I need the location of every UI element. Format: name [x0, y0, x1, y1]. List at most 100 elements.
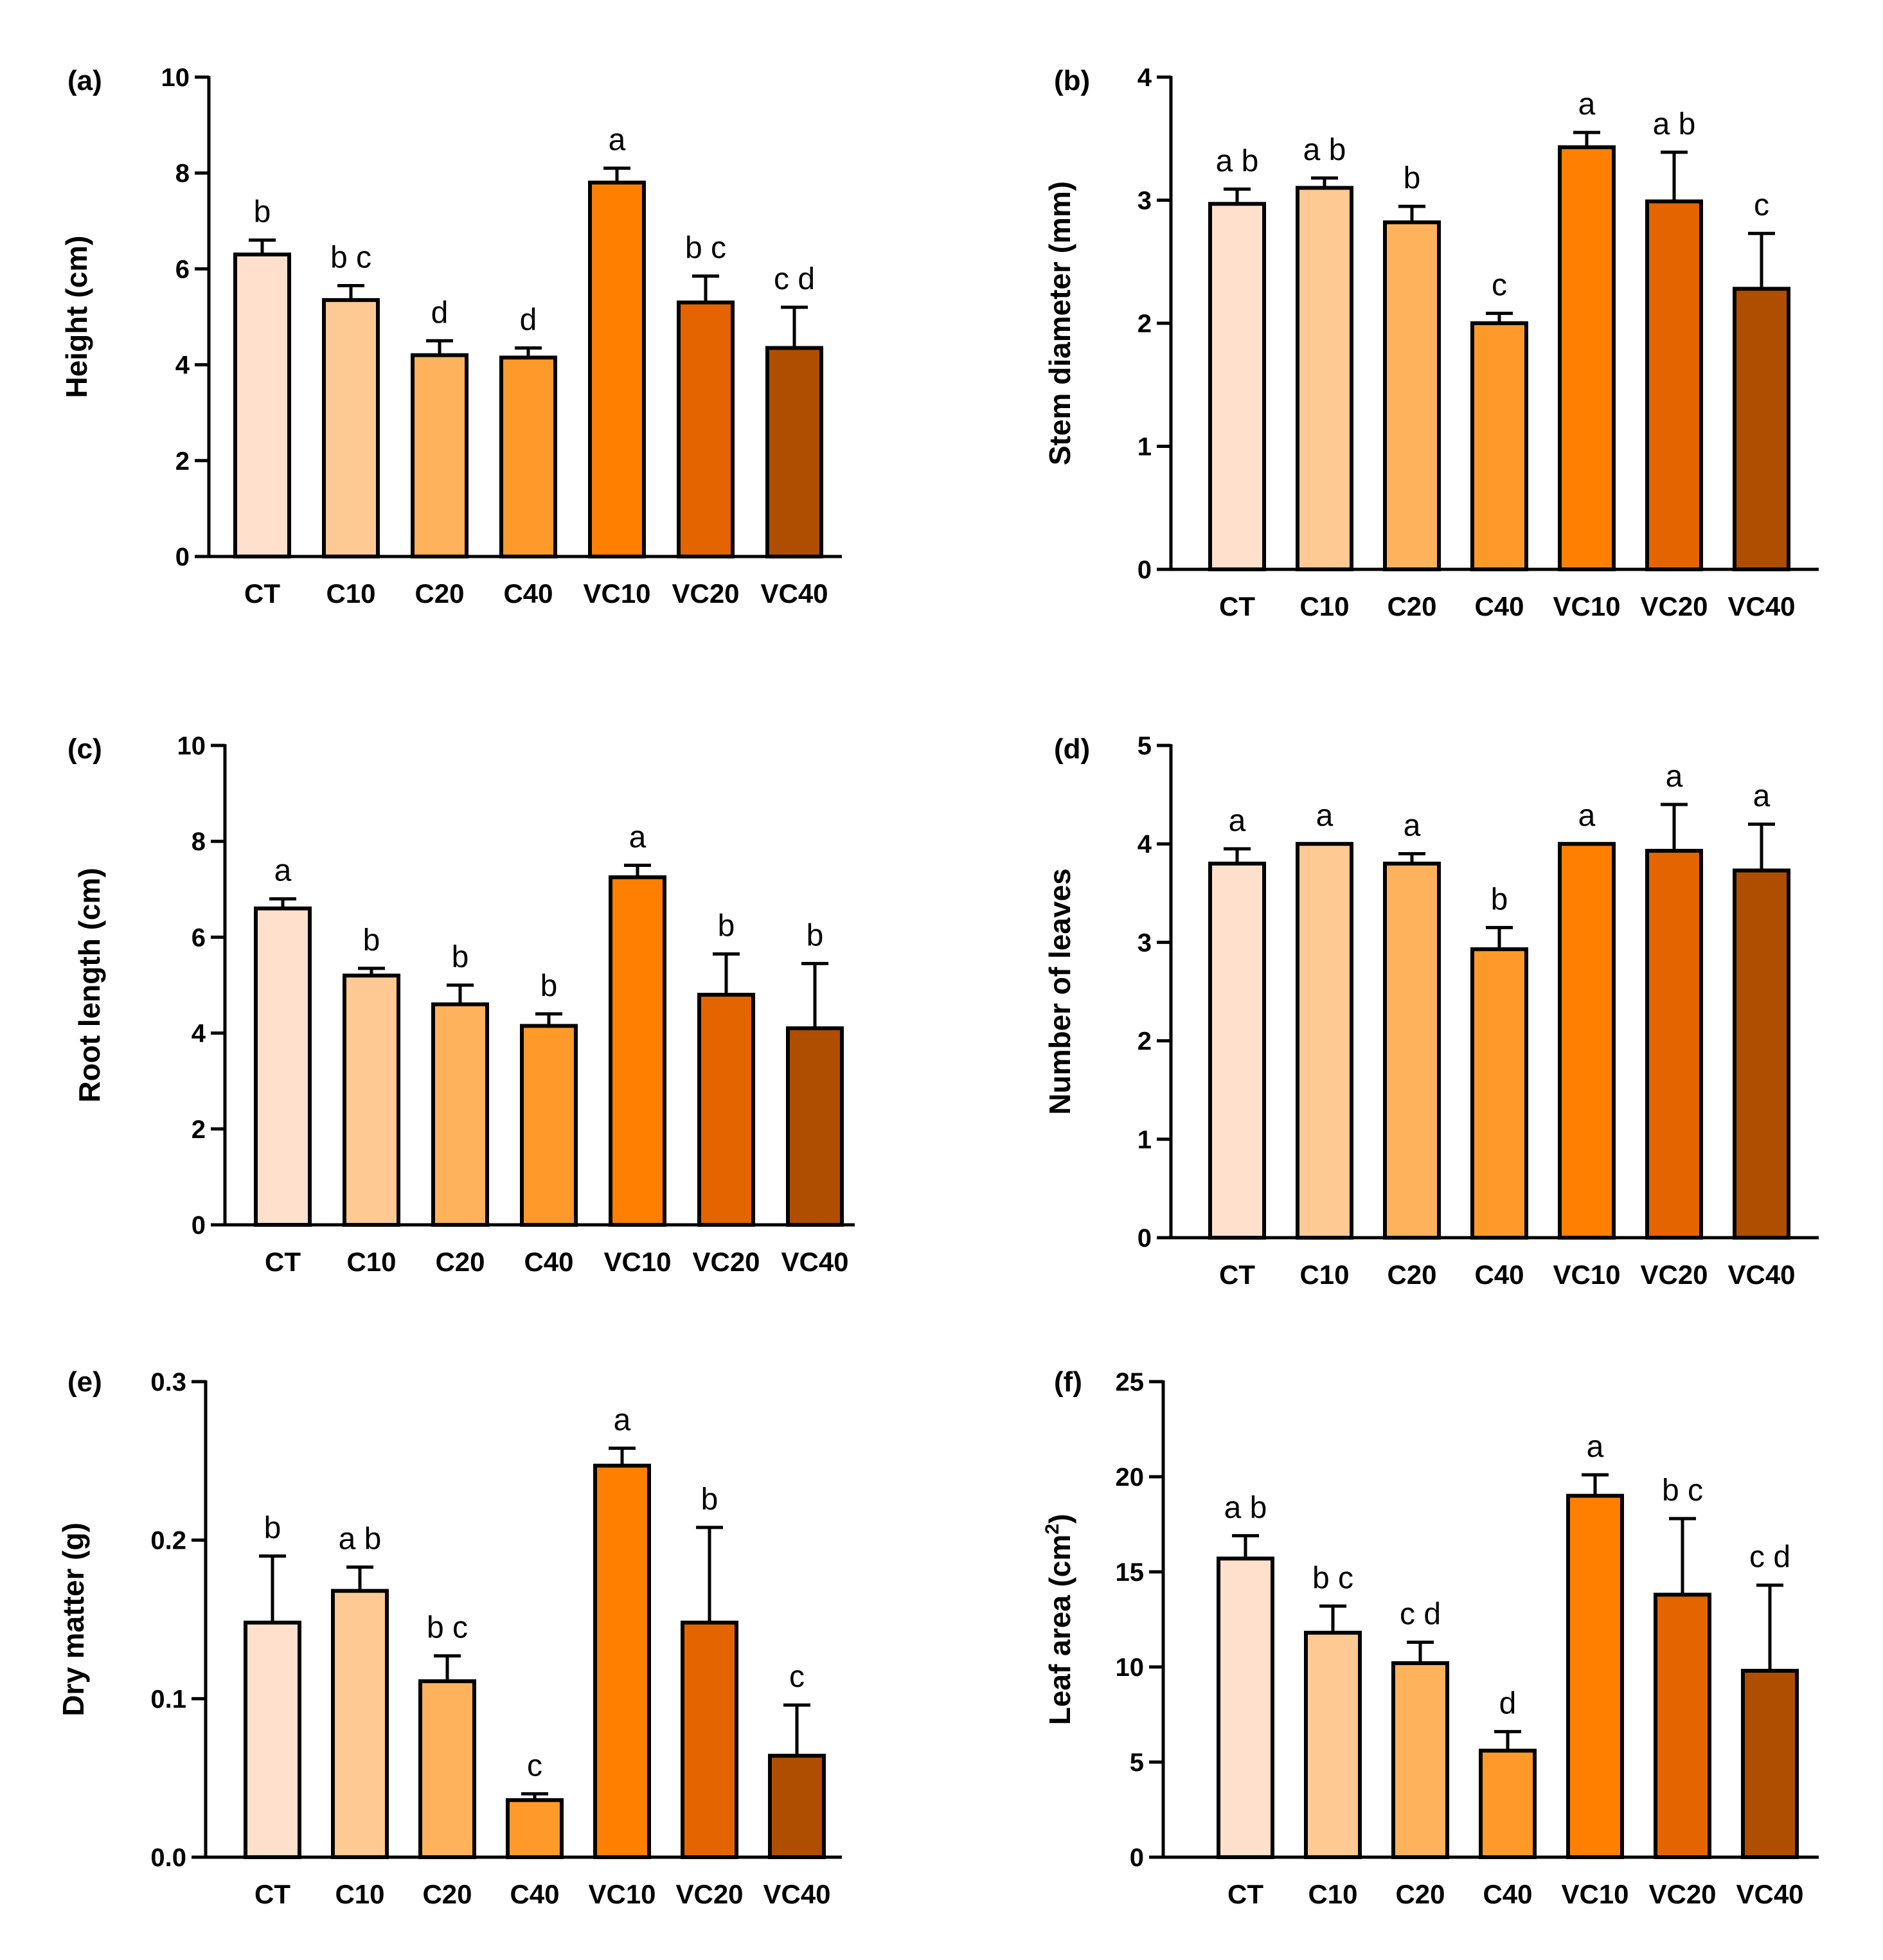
y-tick-label: 3	[1138, 929, 1152, 957]
bar-c10	[1296, 186, 1353, 572]
bar-vc10	[1558, 842, 1616, 1240]
significance-letter: b	[807, 918, 824, 952]
x-tick-label: C40	[510, 1879, 559, 1909]
y-tick-label: 0	[1130, 1844, 1144, 1872]
panel-label: (c)	[67, 733, 102, 765]
y-tick-label: 0.1	[150, 1685, 186, 1713]
bar-ct	[244, 1620, 301, 1860]
x-tick-label: C20	[1387, 1260, 1436, 1290]
x-tick-label: VC20	[692, 1247, 760, 1277]
x-tick-label: VC40	[1736, 1879, 1803, 1909]
x-tick-label: C40	[524, 1247, 573, 1277]
bar-c40	[520, 1024, 578, 1227]
bar-ct	[1217, 1556, 1274, 1860]
y-axis-title: Stem diameter (mm)	[1043, 181, 1076, 465]
y-tick-label: 0.0	[150, 1844, 186, 1872]
significance-letter: c d	[1400, 1598, 1441, 1632]
x-tick-label: VC40	[1727, 591, 1795, 621]
y-tick-label: 2	[175, 447, 190, 476]
significance-letter: a	[1753, 780, 1771, 814]
bar-c20	[1383, 861, 1441, 1240]
x-tick-label: VC20	[672, 578, 739, 609]
panel-d: (d) Number of leaves 0 1 2 3 4 5 a CT a C10 a C20 b C40…	[1043, 732, 1819, 1290]
panel-c: (c) Root length (cm) 0 2 4 6 8 10 a CT b C10 b C20 b C4…	[67, 732, 855, 1277]
significance-letter: b c	[330, 241, 371, 275]
y-tick-label: 0	[192, 1211, 206, 1240]
x-tick-label: C20	[1395, 1879, 1445, 1909]
x-tick-label: C10	[1308, 1879, 1357, 1909]
y-tick-label: 20	[1116, 1463, 1145, 1492]
panel-a: (a) Height (cm) 0 2 4 6 8 10 b CT b c C10 d C20 d C40 a V…	[60, 64, 842, 609]
bar-vc40	[786, 1026, 844, 1227]
y-axis-title: Height (cm)	[60, 236, 93, 398]
x-tick-label: VC40	[781, 1247, 848, 1277]
significance-letter: c	[789, 1660, 805, 1694]
bar-vc20	[1654, 1592, 1711, 1860]
bar-c10	[1296, 842, 1353, 1240]
bar-c10	[343, 974, 400, 1227]
bar-c40	[1470, 947, 1528, 1240]
x-tick-label: C10	[1299, 1260, 1349, 1290]
significance-letter: b	[718, 909, 735, 943]
significance-letter: c d	[1749, 1540, 1790, 1574]
significance-letter: d	[520, 303, 537, 337]
bar-c10	[331, 1589, 389, 1860]
bar-c40	[499, 355, 557, 558]
significance-letter: a	[1587, 1430, 1604, 1464]
x-tick-label: VC10	[588, 1879, 656, 1909]
panel-label: (d)	[1054, 733, 1090, 765]
x-tick-label: C40	[503, 578, 553, 609]
x-tick-label: VC10	[1561, 1879, 1629, 1909]
y-tick-label: 4	[192, 1020, 206, 1048]
x-tick-label: C40	[1474, 1260, 1524, 1290]
bar-c40	[506, 1798, 564, 1859]
significance-letter: a b	[1224, 1491, 1267, 1525]
significance-letter: c d	[774, 262, 815, 296]
x-tick-label: VC40	[760, 578, 828, 609]
y-tick-label: 1	[1138, 433, 1152, 461]
x-tick-label: C40	[1483, 1879, 1532, 1909]
y-tick-label: 10	[1116, 1653, 1145, 1682]
y-tick-label: 0.2	[150, 1527, 186, 1555]
significance-letter: a	[1666, 760, 1683, 794]
x-tick-label: C10	[335, 1879, 384, 1909]
x-tick-label: VC20	[1640, 1260, 1708, 1290]
significance-letter: a	[629, 821, 647, 855]
y-tick-label: 2	[1138, 310, 1152, 338]
panel-b: (b) Stem diameter (mm) 0 1 2 3 4 a b CT a b C10 b C2…	[1043, 64, 1819, 621]
bar-c20	[1383, 220, 1441, 572]
y-tick-label: 15	[1116, 1558, 1145, 1587]
y-tick-label: 4	[1138, 830, 1152, 859]
y-axis-title: Number of leaves	[1043, 868, 1076, 1114]
bar-c10	[322, 298, 380, 558]
bar-vc20	[677, 300, 735, 558]
y-tick-label: 2	[1138, 1028, 1152, 1056]
x-tick-label: C20	[435, 1247, 485, 1277]
y-tick-label: 1	[1138, 1126, 1152, 1154]
y-tick-label: 8	[192, 828, 206, 856]
bar-vc40	[765, 346, 823, 558]
bar-c40	[1470, 321, 1528, 571]
significance-letter: a b	[339, 1522, 382, 1556]
panel-label: (f)	[1054, 1366, 1082, 1398]
x-tick-label: C10	[326, 578, 375, 609]
x-tick-label: CT	[1219, 591, 1255, 621]
significance-letter: b	[254, 195, 271, 229]
bar-ct	[1208, 202, 1266, 571]
bar-c40	[1479, 1749, 1537, 1859]
x-tick-label: VC20	[1648, 1879, 1716, 1909]
panel-label: (e)	[67, 1366, 102, 1398]
y-axis-title-text: Stem diameter (mm)	[1043, 181, 1076, 465]
x-tick-label: C40	[1474, 591, 1524, 621]
bar-vc10	[609, 875, 666, 1227]
y-tick-label: 0	[175, 543, 190, 571]
bar-vc40	[768, 1754, 826, 1859]
bar-vc10	[593, 1463, 651, 1860]
significance-letter: b c	[1312, 1561, 1353, 1595]
significance-letter: b c	[1662, 1474, 1703, 1508]
significance-letter: b	[264, 1511, 281, 1545]
y-axis-title-text: Height (cm)	[60, 236, 93, 398]
significance-letter: a	[1404, 809, 1421, 843]
y-tick-label: 0	[1138, 556, 1152, 584]
